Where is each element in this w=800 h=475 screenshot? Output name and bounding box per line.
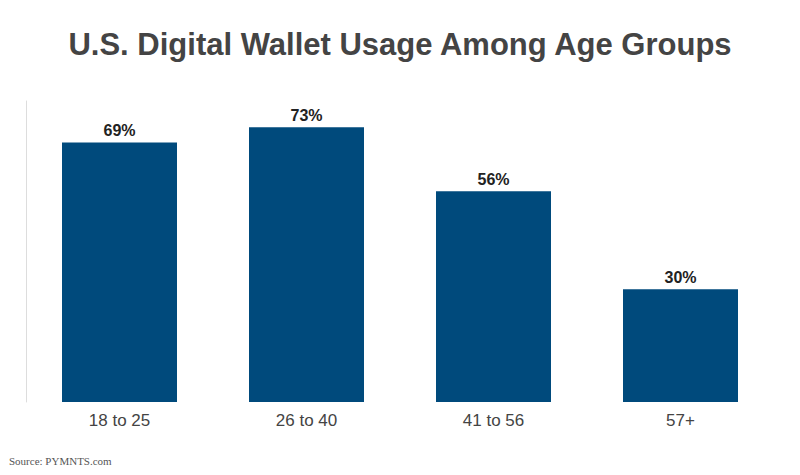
svg-text:73%: 73% <box>290 107 322 124</box>
svg-text:30%: 30% <box>664 269 696 286</box>
svg-text:18 to 25: 18 to 25 <box>89 411 150 430</box>
svg-text:56%: 56% <box>477 171 509 188</box>
svg-text:69%: 69% <box>103 122 135 139</box>
svg-text:26 to 40: 26 to 40 <box>276 411 337 430</box>
svg-text:U.S. Digital Wallet Usage Amon: U.S. Digital Wallet Usage Among Age Grou… <box>68 27 731 62</box>
svg-text:57+: 57+ <box>666 411 695 430</box>
svg-text:41 to 56: 41 to 56 <box>463 411 524 430</box>
svg-text:Source: PYMNTS.com: Source: PYMNTS.com <box>9 455 112 467</box>
